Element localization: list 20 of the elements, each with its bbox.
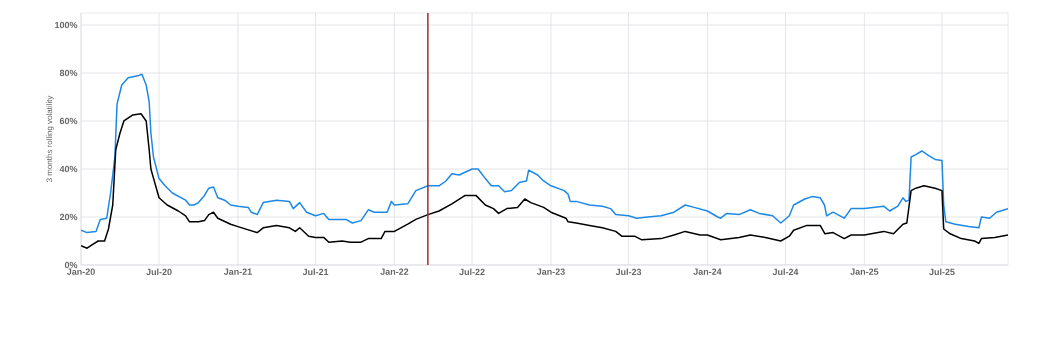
- y-tick-label: 20%: [59, 213, 78, 221]
- y-tick-label: 80%: [59, 69, 78, 77]
- x-tick-label: Jul-23: [615, 268, 642, 276]
- x-tick-label: Jul-22: [459, 268, 485, 276]
- x-tick-label: Jan-24: [693, 268, 722, 275]
- y-tick-label: 0%: [64, 261, 78, 269]
- x-tick-label: Jul-20: [146, 268, 172, 276]
- line-series: [81, 73, 1009, 234]
- x-tick-label: Jul-24: [772, 268, 799, 276]
- y-tick-label: 100%: [55, 21, 78, 29]
- x-tick-label: Jan-23: [536, 268, 565, 275]
- line-series: [81, 113, 1009, 249]
- x-tick-label: Jan-25: [850, 268, 879, 275]
- y-tick-label: 60%: [59, 117, 78, 125]
- x-tick-label: Jan-20: [66, 268, 95, 275]
- y-tick-label: 40%: [59, 165, 78, 173]
- x-tick-label: Jan-22: [380, 268, 409, 275]
- x-tick-label: Jul-25: [929, 268, 955, 276]
- x-tick-label: Jan-21: [223, 268, 252, 275]
- x-tick-label: Jul-21: [302, 268, 329, 276]
